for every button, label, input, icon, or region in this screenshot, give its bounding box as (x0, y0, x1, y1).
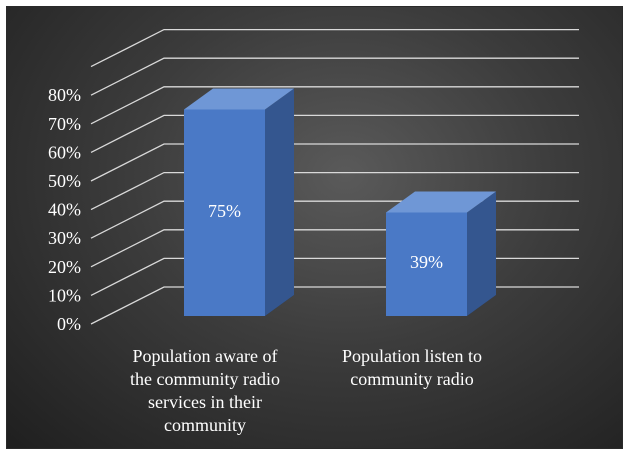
gridline-40 (90, 171, 579, 211)
bar-1 (386, 191, 496, 316)
x-tick-label-0-line-2: services in their (148, 392, 262, 412)
gridline-60 (90, 114, 579, 153)
data-labels: 75% 39% (208, 201, 443, 272)
y-axis-ticks: 0% 10% 20% 30% 40% 50% 60% 70% 80% (48, 85, 81, 334)
y-tick-label-10: 10% (48, 285, 81, 305)
y-tick-label-20: 20% (48, 257, 81, 277)
y-tick-label-40: 40% (48, 200, 81, 220)
gridlines (90, 28, 579, 325)
bar-0 (184, 88, 294, 316)
gridline-20 (90, 229, 579, 268)
gridline-10 (90, 257, 579, 296)
plot-area: 0% 10% 20% 30% 40% 50% 60% 70% 80% 75% 39% (48, 28, 579, 334)
data-label-1: 39% (410, 252, 443, 272)
y-tick-label-0: 0% (57, 314, 81, 334)
bars (184, 88, 496, 316)
bar-0-side (265, 88, 294, 316)
bar-0-front (184, 109, 265, 316)
data-label-0: 75% (208, 201, 241, 221)
x-tick-label-listen: Population listen to community radio (307, 345, 517, 391)
y-tick-label-50: 50% (48, 171, 81, 191)
x-tick-label-0-line-1: the community radio (130, 369, 280, 389)
y-tick-label-30: 30% (48, 228, 81, 248)
x-tick-label-1-line-1: community radio (350, 369, 474, 389)
y-tick-label-70: 70% (48, 114, 81, 134)
x-tick-label-0-line-0: Population aware of (132, 346, 278, 366)
x-tick-label-1-line-0: Population listen to (341, 346, 482, 366)
chart-area: 0% 10% 20% 30% 40% 50% 60% 70% 80% 75% 39% Popula… (6, 6, 623, 449)
x-tick-label-0-line-3: community (164, 415, 246, 435)
gridline-0 (90, 286, 579, 325)
bar-1-front (386, 212, 467, 316)
gridline-top (90, 28, 579, 68)
gridline-50 (90, 143, 579, 182)
bar-1-top (386, 191, 496, 213)
bar-1-side (467, 191, 496, 316)
y-tick-label-60: 60% (48, 142, 81, 162)
x-tick-label-aware: Population aware of the community radio se… (95, 345, 315, 437)
gridline-80 (90, 57, 579, 96)
y-tick-label-80: 80% (48, 85, 81, 105)
bar-0-top (184, 88, 294, 110)
gridline-30 (90, 200, 579, 239)
gridline-70 (90, 86, 579, 125)
